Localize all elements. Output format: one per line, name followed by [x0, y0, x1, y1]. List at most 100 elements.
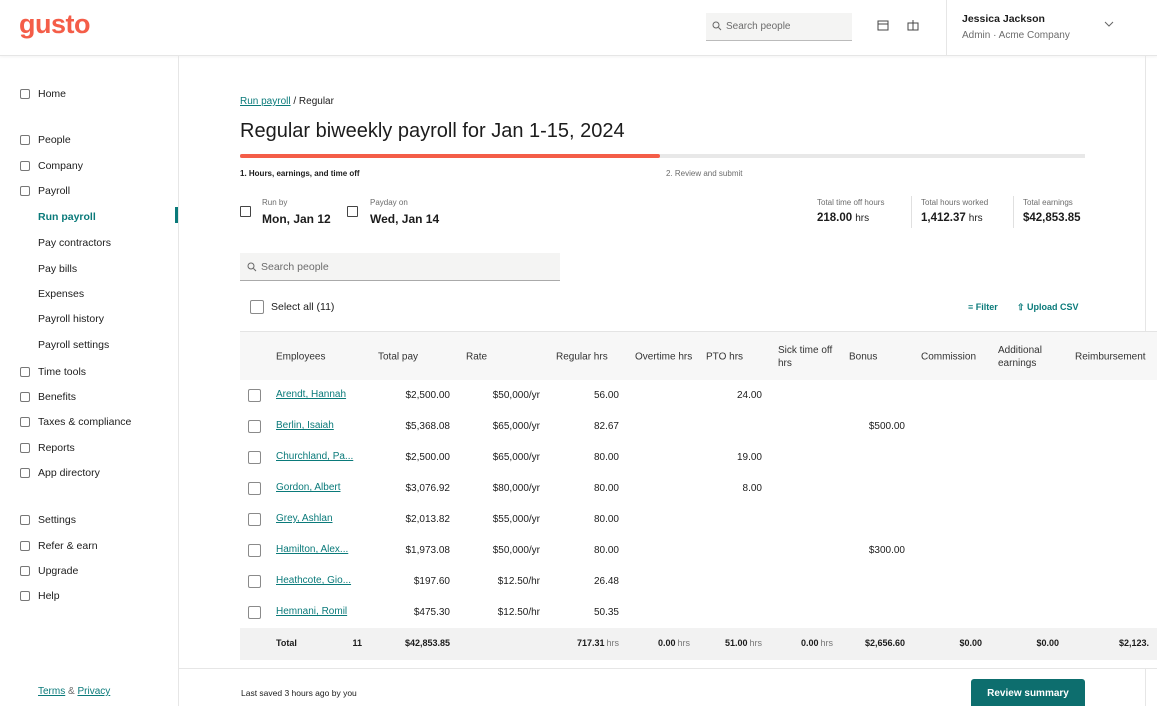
select-all-checkbox[interactable]	[250, 300, 264, 314]
table-cell	[841, 597, 913, 628]
table-cell: Total 11	[240, 628, 370, 660]
nav-item[interactable]: People	[38, 134, 71, 146]
row-checkbox[interactable]	[248, 513, 261, 526]
nav-item[interactable]: Benefits	[38, 391, 76, 403]
nav-subitem[interactable]: Payroll history	[38, 313, 104, 325]
upload-label[interactable]: Upload CSV	[1027, 302, 1079, 312]
row-checkbox[interactable]	[248, 389, 261, 402]
summary-number: $42,853.85	[1023, 212, 1081, 224]
nav-item[interactable]: Home	[38, 88, 67, 100]
table-cell	[627, 380, 698, 411]
table-cell	[627, 535, 698, 566]
nav-item[interactable]: Taxes & compliance	[38, 416, 132, 428]
employee-name[interactable]: Grey, Ashlan	[276, 513, 333, 524]
filter-button[interactable]: ≡ Filter	[968, 302, 998, 312]
nav-subitem[interactable]: Expenses	[38, 288, 85, 300]
sidebar-border	[178, 55, 179, 706]
terms-link[interactable]: Terms	[38, 686, 66, 697]
breadcrumb-link[interactable]: Run payroll	[240, 96, 291, 107]
nav-icon	[20, 515, 30, 525]
total-unit: hrs	[677, 638, 690, 648]
nav-item[interactable]: Upgrade	[38, 565, 79, 577]
table-cell	[240, 660, 370, 668]
total-value: $0.00	[959, 638, 982, 648]
employee-name[interactable]: Berlin, Isaiah	[276, 420, 334, 431]
nav-subitem[interactable]: Payroll settings	[38, 339, 110, 351]
nav-subitem[interactable]: Run payroll	[38, 211, 96, 223]
select-all-label[interactable]: Select all (11)	[271, 301, 335, 313]
summary-value: 218.00 hrs	[817, 212, 869, 224]
nav-icon	[20, 468, 30, 478]
nav-subitem[interactable]: Pay contractors	[38, 237, 111, 249]
upload-button[interactable]: ⇧ Upload CSV	[1017, 302, 1079, 312]
column-header: Regular hrs	[556, 351, 608, 362]
nav-item[interactable]: Settings	[38, 514, 76, 526]
row-checkbox[interactable]	[248, 482, 261, 495]
table-cell: 717.31 hrs	[548, 628, 627, 660]
privacy-link[interactable]: Privacy	[77, 686, 111, 697]
search-box[interactable]	[706, 13, 852, 41]
table-cell	[770, 504, 841, 535]
table-cell	[990, 566, 1067, 597]
user-name[interactable]: Jessica Jackson	[962, 13, 1045, 25]
nav-item[interactable]: Company	[38, 160, 83, 172]
nav-item[interactable]: Help	[38, 590, 60, 602]
employee-name[interactable]: Hamilton, Alex...	[276, 544, 349, 555]
nav-item[interactable]: Payroll	[38, 185, 71, 197]
row-checkbox[interactable]	[248, 451, 261, 464]
table-cell	[1067, 411, 1157, 442]
nav-item[interactable]: Refer & earn	[38, 540, 98, 552]
table-cell	[1067, 473, 1157, 504]
row-checkbox[interactable]	[248, 544, 261, 557]
nav-icon	[20, 591, 30, 601]
table-value: $2,013.82	[405, 514, 451, 525]
table-cell: 19.00	[698, 442, 770, 473]
table-cell	[770, 566, 841, 597]
chevron[interactable]	[1104, 20, 1114, 28]
employee-name[interactable]: Gordon, Albert	[276, 482, 341, 493]
table-cell: $2,500.00	[370, 380, 458, 411]
total-number: 0.00	[657, 638, 676, 648]
table-cell: PTO hrs	[698, 331, 770, 381]
table-cell	[841, 442, 913, 473]
table-cell	[913, 380, 990, 411]
row-checkbox[interactable]	[248, 420, 261, 433]
table-value: $300.00	[868, 545, 905, 556]
nav-icon	[20, 417, 30, 427]
review-button[interactable]: Review summary	[971, 679, 1085, 706]
table-cell	[1067, 535, 1157, 566]
nav-icon	[20, 89, 30, 99]
table-cell: Commission	[913, 331, 990, 381]
employee-search[interactable]	[240, 253, 560, 281]
nav-item[interactable]: Reports	[38, 442, 75, 454]
nav-item[interactable]: Time tools	[38, 366, 87, 378]
summary-number: 1,412.37	[921, 212, 966, 224]
summary-label: Total time off hours	[817, 198, 885, 207]
table-cell: Additional earnings	[990, 331, 1067, 381]
table-value: $500.00	[868, 421, 905, 432]
table-value: $50,000/yr	[492, 545, 540, 556]
nav-subitem[interactable]: Pay bills	[38, 263, 78, 275]
row-checkbox[interactable]	[248, 575, 261, 588]
table-cell	[841, 473, 913, 504]
employee-name[interactable]: Arendt, Hannah	[276, 389, 347, 400]
nav-item[interactable]: App directory	[38, 467, 100, 479]
row-checkbox[interactable]	[248, 606, 261, 619]
table-cell	[1067, 597, 1157, 628]
table-cell: $2,013.82	[370, 504, 458, 535]
gift-icon[interactable]	[907, 19, 919, 31]
table-cell	[698, 535, 770, 566]
table-cell: Rate	[458, 331, 548, 381]
employee-name[interactable]: Heathcote, Gio...	[276, 575, 352, 586]
employee-name[interactable]: Hemnani, Romil	[276, 606, 348, 617]
logo[interactable]: gusto	[19, 9, 91, 39]
table-cell: Total pay	[370, 331, 458, 381]
table-cell	[913, 597, 990, 628]
total-value: $42,853.85	[405, 638, 450, 648]
nav-icon	[20, 161, 30, 171]
table-cell	[913, 411, 990, 442]
filter-label[interactable]: Filter	[975, 302, 998, 312]
calendar-icon[interactable]	[877, 19, 889, 31]
active-indicator	[175, 207, 178, 223]
employee-name[interactable]: Churchland, Pa...	[276, 451, 354, 462]
